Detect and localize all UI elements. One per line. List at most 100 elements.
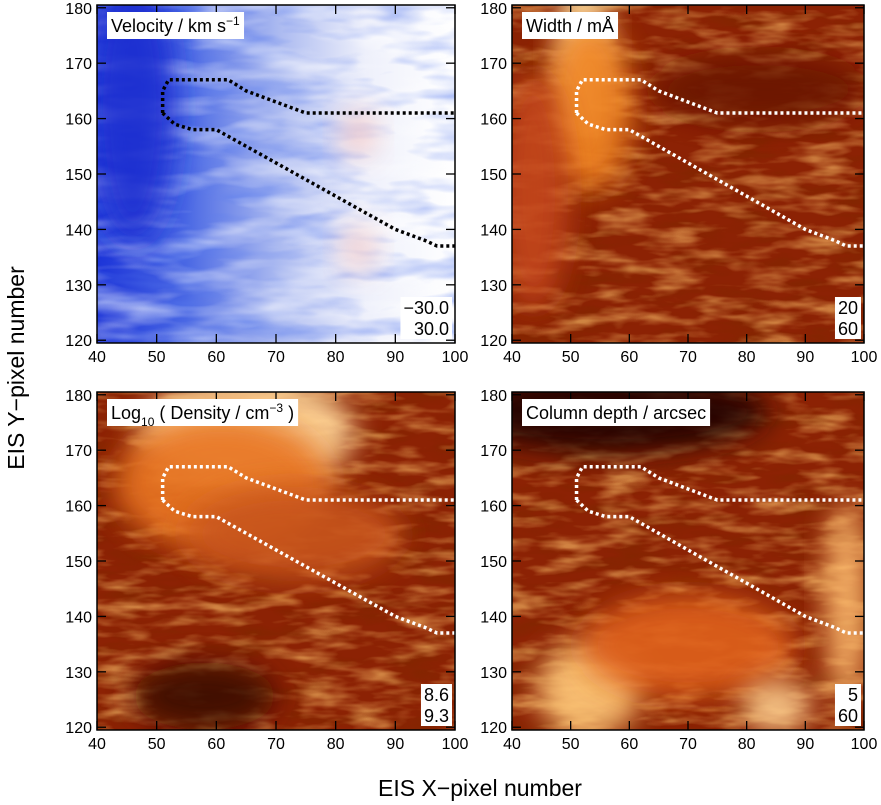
scale-label: 20 (838, 298, 858, 318)
y-tick-label: 140 (65, 222, 92, 239)
boundary-line (160, 78, 455, 115)
y-tick-label: 170 (65, 443, 92, 460)
image-feature (97, 5, 176, 242)
title-part: ( Density / cm (154, 403, 269, 423)
x-tick-label: 50 (562, 349, 580, 366)
panel: 40 50 60 70 80 90 100 120 130 140 150 160 170 180 Velo… (65, 1, 469, 366)
y-tick-label: 140 (480, 222, 507, 239)
image-feature (340, 109, 377, 158)
x-tick-label: 90 (386, 349, 404, 366)
boundary-line (574, 78, 864, 115)
y-tick-label: 180 (480, 388, 507, 405)
title-part: Log (111, 403, 141, 423)
y-tick-label: 170 (480, 443, 507, 460)
x-tick-label: 90 (796, 736, 814, 753)
x-tick-label: 60 (207, 349, 225, 366)
scale-label: 5 (848, 685, 858, 705)
boundary-line (574, 465, 864, 502)
heatmap-image (512, 5, 864, 343)
panel: 40 50 60 70 80 90 100 120 130 140 150 160 170 180 Colu… (480, 388, 878, 753)
x-tick-label: 80 (327, 349, 345, 366)
y-tick-label: 160 (480, 499, 507, 516)
image-feature (512, 72, 569, 310)
heatmap-image (97, 392, 455, 730)
y-tick-label: 150 (480, 167, 507, 184)
x-tick-label: 60 (620, 349, 638, 366)
y-tick-label: 170 (65, 56, 92, 73)
title-box (107, 12, 245, 39)
y-tick-label: 180 (480, 1, 507, 18)
panel-title: Column depth / arcsec (526, 403, 706, 423)
y-tick-label: 130 (65, 278, 92, 295)
scale-label: 60 (838, 319, 858, 339)
x-tick-label: 100 (851, 736, 878, 753)
panel: 40 50 60 70 80 90 100 120 130 140 150 160 170 180 Widt… (480, 1, 878, 366)
image-feature (340, 224, 377, 273)
image-feature (132, 662, 276, 730)
y-tick-label: 120 (480, 333, 507, 350)
panel-title: Width / mÅ (526, 16, 614, 36)
scale-label: −30.0 (403, 298, 449, 318)
x-tick-label: 40 (503, 349, 521, 366)
panel: 40 50 60 70 80 90 100 120 130 140 150 160 170 180 Log1… (65, 388, 469, 753)
scale-box (420, 684, 452, 726)
x-tick-label: 70 (267, 736, 285, 753)
x-tick-label: 90 (796, 349, 814, 366)
y-tick-label: 150 (65, 554, 92, 571)
x-tick-label: 50 (148, 349, 166, 366)
x-tick-label: 90 (386, 736, 404, 753)
x-tick-label: 40 (88, 736, 106, 753)
x-tick-label: 70 (267, 349, 285, 366)
title-part: 10 (141, 415, 155, 429)
x-tick-label: 60 (620, 736, 638, 753)
title-part: Velocity / km s (111, 16, 226, 36)
x-tick-label: 50 (562, 736, 580, 753)
x-tick-label: 80 (738, 736, 756, 753)
image-feature (582, 594, 794, 697)
title-part: ) (283, 403, 294, 423)
panel-title: Log10 ( Density / cm−3 ) (111, 401, 294, 429)
title-part: Column depth / arcsec (526, 403, 706, 423)
y-tick-label: 120 (480, 720, 507, 737)
x-tick-label: 100 (442, 349, 469, 366)
y-tick-label: 140 (480, 609, 507, 626)
y-tick-label: 120 (65, 720, 92, 737)
heatmap-image (512, 392, 864, 730)
x-tick-label: 100 (442, 736, 469, 753)
image-feature (186, 486, 402, 582)
image-feature (547, 21, 632, 191)
x-tick-label: 60 (207, 736, 225, 753)
panel-title: Velocity / km s−1 (111, 14, 240, 36)
y-axis-label: EIS Y−pixel number (3, 266, 29, 470)
y-tick-label: 160 (65, 112, 92, 129)
y-tick-label: 120 (65, 333, 92, 350)
title-part: −3 (269, 401, 283, 415)
boundary-line (161, 111, 455, 248)
y-tick-label: 130 (480, 278, 507, 295)
x-tick-label: 70 (679, 349, 697, 366)
title-part: −1 (226, 14, 240, 28)
image-feature (825, 500, 864, 703)
scale-box (834, 684, 861, 726)
scale-box (834, 297, 861, 339)
heatmap-image (97, 5, 455, 343)
y-tick-label: 170 (480, 56, 507, 73)
title-part: Width / mÅ (526, 16, 614, 36)
x-tick-label: 50 (148, 736, 166, 753)
y-tick-label: 160 (480, 112, 507, 129)
x-tick-label: 80 (327, 736, 345, 753)
y-tick-label: 150 (65, 167, 92, 184)
scale-label: 9.3 (424, 706, 449, 726)
boundary-line (161, 498, 455, 635)
title-box (522, 399, 711, 426)
boundary-line (160, 465, 455, 502)
y-tick-label: 180 (65, 1, 92, 18)
x-tick-label: 40 (88, 349, 106, 366)
image-feature (652, 55, 864, 124)
image-feature (740, 679, 812, 730)
y-tick-label: 160 (65, 499, 92, 516)
title-box (522, 12, 619, 39)
x-tick-label: 100 (851, 349, 878, 366)
scale-label: 8.6 (424, 685, 449, 705)
